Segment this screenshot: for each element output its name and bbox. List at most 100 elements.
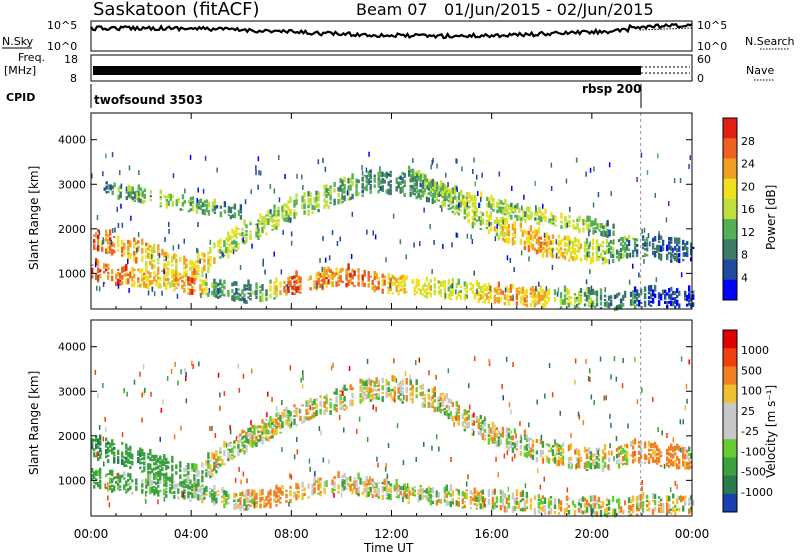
- range-cell: [253, 489, 256, 497]
- range-cell: [203, 489, 206, 496]
- noise-cell: [468, 383, 470, 389]
- noise-cell: [423, 441, 425, 447]
- range-cell: [421, 190, 424, 198]
- range-cell: [477, 503, 480, 506]
- range-cell: [365, 394, 368, 400]
- range-cell: [511, 506, 515, 513]
- range-cell: [361, 387, 364, 395]
- noise-cell: [385, 462, 387, 468]
- range-cell: [591, 495, 595, 502]
- range-cell: [633, 457, 637, 462]
- range-cell: [395, 486, 398, 491]
- range-cell: [489, 427, 493, 434]
- range-cell: [571, 256, 575, 261]
- range-cell: [361, 194, 364, 197]
- range-cell: [229, 454, 232, 460]
- range-cell: [235, 295, 238, 300]
- range-cell: [373, 177, 376, 183]
- range-cell: [455, 204, 458, 210]
- range-cell: [251, 434, 254, 441]
- range-cell: [615, 293, 619, 298]
- range-cell: [125, 196, 128, 201]
- range-cell: [323, 487, 326, 495]
- noise-cell: [439, 402, 442, 408]
- range-cell: [249, 427, 252, 433]
- range-cell: [189, 479, 192, 485]
- range-cell: [479, 424, 482, 428]
- range-cell: [349, 278, 352, 285]
- noise-cell: [235, 436, 238, 442]
- range-cell: [259, 285, 262, 289]
- range-cell: [121, 281, 124, 286]
- range-cell: [167, 269, 170, 276]
- range-cell: [349, 272, 352, 278]
- range-cell: [547, 457, 551, 464]
- range-cell: [229, 448, 232, 453]
- range-cell: [131, 186, 134, 192]
- range-cell: [263, 216, 266, 223]
- range-cell: [345, 268, 348, 274]
- range-cell: [674, 305, 677, 309]
- range-cell: [155, 273, 158, 278]
- range-cell: [325, 200, 328, 207]
- range-cell: [593, 290, 597, 296]
- range-cell: [129, 191, 132, 199]
- range-cell: [245, 300, 248, 304]
- range-cell: [325, 397, 328, 405]
- range-cell: [637, 441, 641, 444]
- range-cell: [363, 282, 366, 288]
- range-cell: [540, 216, 543, 223]
- range-cell: [185, 465, 188, 472]
- range-cell: [373, 397, 376, 400]
- range-cell: [141, 238, 144, 246]
- noise-cell: [328, 459, 330, 465]
- noise-cell: [98, 424, 101, 430]
- range-cell: [611, 253, 615, 259]
- range-cell: [557, 512, 561, 515]
- range-cell: [573, 504, 577, 508]
- range-cell: [534, 211, 537, 216]
- range-cell: [498, 206, 501, 213]
- noise-cell: [540, 434, 543, 440]
- range-cell: [657, 300, 661, 306]
- noise-cell: [395, 377, 398, 383]
- range-cell: [95, 478, 98, 481]
- range-cell: [237, 440, 240, 444]
- range-cell: [221, 500, 224, 504]
- range-cell: [285, 289, 288, 296]
- range-cell: [161, 270, 164, 272]
- range-cell: [545, 443, 549, 446]
- range-cell: [209, 459, 212, 462]
- noise-cell: [260, 170, 262, 176]
- noise-cell: [636, 399, 639, 405]
- range-cell: [105, 181, 108, 185]
- range-cell: [261, 496, 264, 501]
- range-cell: [271, 214, 274, 218]
- range-cell: [448, 193, 451, 199]
- range-cell: [670, 242, 673, 244]
- range-cell: [409, 192, 412, 197]
- range-cell: [123, 456, 126, 459]
- range-cell: [389, 173, 392, 178]
- range-cell: [585, 449, 589, 452]
- range-cell: [375, 385, 378, 388]
- range-cell: [341, 478, 344, 481]
- range-cell: [337, 187, 340, 192]
- noise-cell: [613, 456, 615, 462]
- range-cell: [191, 469, 194, 472]
- noise-cell: [393, 397, 396, 403]
- range-cell: [533, 302, 537, 308]
- range-cell: [157, 490, 160, 497]
- range-cell: [113, 451, 116, 456]
- noise-cell: [107, 487, 110, 493]
- range-cell: [239, 492, 242, 497]
- range-cell: [281, 421, 284, 428]
- range-cell: [243, 450, 246, 455]
- range-cell: [427, 497, 430, 503]
- range-cell: [625, 244, 629, 251]
- range-cell: [359, 385, 362, 392]
- range-cell: [239, 505, 242, 511]
- range-cell: [611, 508, 615, 516]
- noise-cell: [586, 252, 588, 257]
- range-cell: [541, 302, 545, 309]
